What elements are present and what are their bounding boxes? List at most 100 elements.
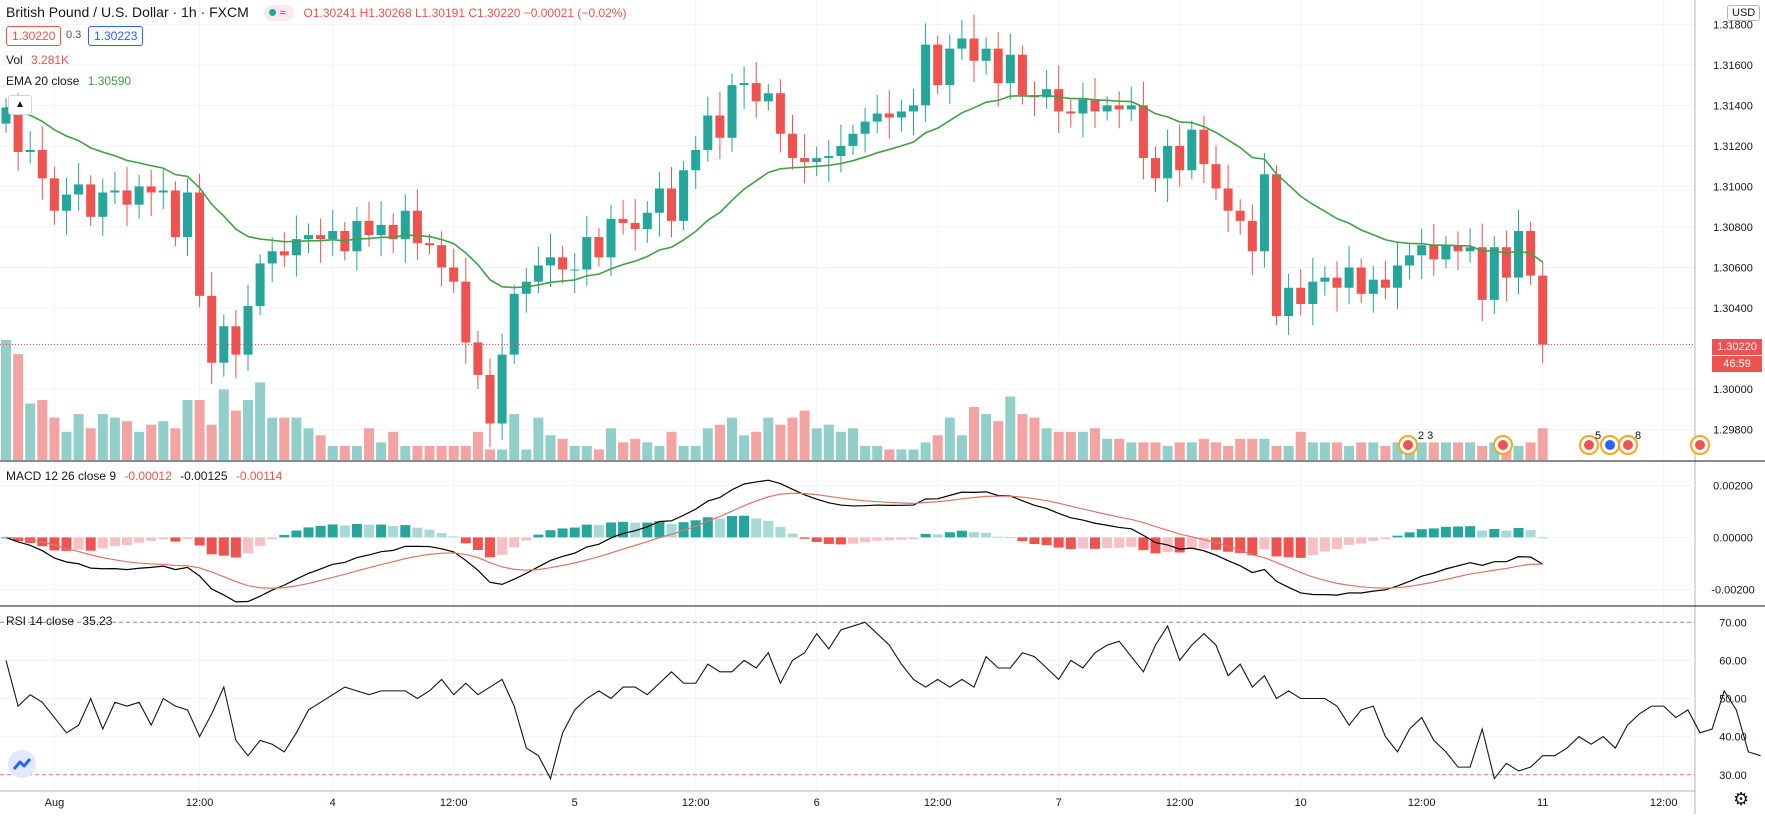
candle-body[interactable] <box>642 212 652 229</box>
candle-body[interactable] <box>606 218 616 258</box>
candle-body[interactable] <box>1054 89 1064 112</box>
candle-body[interactable] <box>630 222 640 229</box>
candle-body[interactable] <box>74 184 84 195</box>
rsi-tick-label[interactable]: 60.00 <box>1719 655 1747 667</box>
candle-body[interactable] <box>848 133 858 146</box>
candle-body[interactable] <box>1538 275 1548 345</box>
candle-body[interactable] <box>1151 158 1160 179</box>
sell-button[interactable]: 1.30220 <box>6 26 62 46</box>
candle-body[interactable] <box>679 170 689 221</box>
rsi-tick-label[interactable]: 70.00 <box>1719 617 1747 629</box>
candle-body[interactable] <box>207 295 217 363</box>
candle-body[interactable] <box>1102 105 1112 112</box>
candle-body[interactable] <box>231 326 241 355</box>
candle-body[interactable] <box>739 83 749 86</box>
candle-body[interactable] <box>1187 129 1197 171</box>
time-tick-label[interactable]: 10 <box>1295 797 1307 809</box>
volume-legend[interactable]: Vol 3.281K <box>6 52 74 68</box>
candle-body[interactable] <box>352 220 362 252</box>
candle-body[interactable] <box>1138 105 1148 159</box>
macd-tick-label[interactable]: -0.00200 <box>1711 584 1754 596</box>
candle-body[interactable] <box>1005 54 1015 84</box>
candle-body[interactable] <box>473 342 483 375</box>
candle-body[interactable] <box>1 107 11 124</box>
candle-body[interactable] <box>654 188 664 213</box>
candle-body[interactable] <box>1501 247 1511 278</box>
candle-body[interactable] <box>691 149 701 171</box>
candle-body[interactable] <box>618 218 628 223</box>
candle-body[interactable] <box>715 115 725 138</box>
candle-body[interactable] <box>751 83 761 102</box>
candle-body[interactable] <box>485 374 495 424</box>
candle-body[interactable] <box>364 220 374 236</box>
rsi-legend[interactable]: RSI 14 close 35.23 <box>6 613 117 629</box>
candle-body[interactable] <box>969 38 979 61</box>
candle-body[interactable] <box>896 111 906 118</box>
candle-body[interactable] <box>945 48 955 86</box>
candle-body[interactable] <box>1235 210 1245 221</box>
candle-body[interactable] <box>1296 287 1306 304</box>
candle-body[interactable] <box>497 354 507 424</box>
candle-body[interactable] <box>400 210 410 240</box>
candle-body[interactable] <box>836 145 846 157</box>
candle-body[interactable] <box>170 190 180 238</box>
candle-body[interactable] <box>412 210 422 244</box>
price-axis[interactable]: 1.31800 1.31600 1.31400 1.31200 1.31000 1.308… <box>1713 19 1753 436</box>
candle-body[interactable] <box>110 190 120 193</box>
candle-body[interactable] <box>1163 145 1173 179</box>
candle-body[interactable] <box>304 235 313 240</box>
candle-body[interactable] <box>1465 247 1475 252</box>
rsi-tick-label[interactable]: 30.00 <box>1719 770 1747 782</box>
candle-body[interactable] <box>763 93 773 102</box>
time-tick-label[interactable]: 12:00 <box>1408 797 1436 809</box>
time-tick-label[interactable]: 4 <box>330 797 336 809</box>
candle-body[interactable] <box>376 224 386 236</box>
time-tick-label[interactable]: 12:00 <box>682 797 710 809</box>
candle-body[interactable] <box>703 115 713 150</box>
time-tick-label[interactable]: 7 <box>1056 797 1062 809</box>
rsi-tick-label[interactable]: 40.00 <box>1719 732 1747 744</box>
candle-body[interactable] <box>86 184 96 217</box>
candle-body[interactable] <box>582 237 592 270</box>
candle-body[interactable] <box>570 269 580 271</box>
candle-body[interactable] <box>533 265 543 282</box>
candle-body[interactable] <box>1126 105 1136 110</box>
macd-tick-label[interactable]: 0.00000 <box>1713 532 1753 544</box>
candle-body[interactable] <box>437 245 447 268</box>
candle-body[interactable] <box>449 267 459 282</box>
tradingview-logo[interactable] <box>8 750 36 778</box>
candle-body[interactable] <box>1344 267 1354 288</box>
candle-body[interactable] <box>1272 174 1281 317</box>
macd-legend[interactable]: MACD 12 26 close 9 -0.00012 -0.00125 -0.… <box>6 468 287 484</box>
candle-body[interactable] <box>1489 247 1499 300</box>
macd-pane[interactable]: 0.00200 0.00000 -0.00200 <box>0 479 1755 603</box>
gear-icon[interactable]: ⚙ <box>1733 789 1750 809</box>
time-tick-label[interactable]: 6 <box>814 797 820 809</box>
candle-body[interactable] <box>727 85 737 138</box>
candle-body[interactable] <box>800 158 810 163</box>
candle-body[interactable] <box>62 194 71 211</box>
time-tick-label[interactable]: 12:00 <box>924 797 952 809</box>
candle-body[interactable] <box>1417 245 1427 256</box>
candle-body[interactable] <box>1393 265 1402 288</box>
candle-body[interactable] <box>667 188 676 221</box>
price-candles[interactable] <box>1 14 1548 448</box>
symbol-title[interactable]: British Pound / U.S. Dollar · 1h · FXCM <box>6 4 249 20</box>
candle-body[interactable] <box>158 190 168 193</box>
candle-body[interactable] <box>884 113 894 118</box>
candle-body[interactable] <box>993 48 1003 84</box>
time-tick-label[interactable]: 12:00 <box>1650 797 1678 809</box>
buy-button[interactable]: 1.30223 <box>88 26 144 46</box>
candle-body[interactable] <box>1042 89 1052 98</box>
macd-tick-label[interactable]: 0.00200 <box>1713 480 1753 492</box>
candle-body[interactable] <box>37 149 47 179</box>
candle-body[interactable] <box>183 192 192 238</box>
time-tick-label[interactable]: 11 <box>1537 797 1548 809</box>
candle-body[interactable] <box>98 192 108 217</box>
candle-body[interactable] <box>546 257 555 266</box>
time-tick-label[interactable]: 5 <box>572 797 578 809</box>
candle-body[interactable] <box>291 239 301 256</box>
candle-body[interactable] <box>13 107 23 152</box>
candle-body[interactable] <box>255 263 265 306</box>
candle-body[interactable] <box>1441 245 1451 260</box>
